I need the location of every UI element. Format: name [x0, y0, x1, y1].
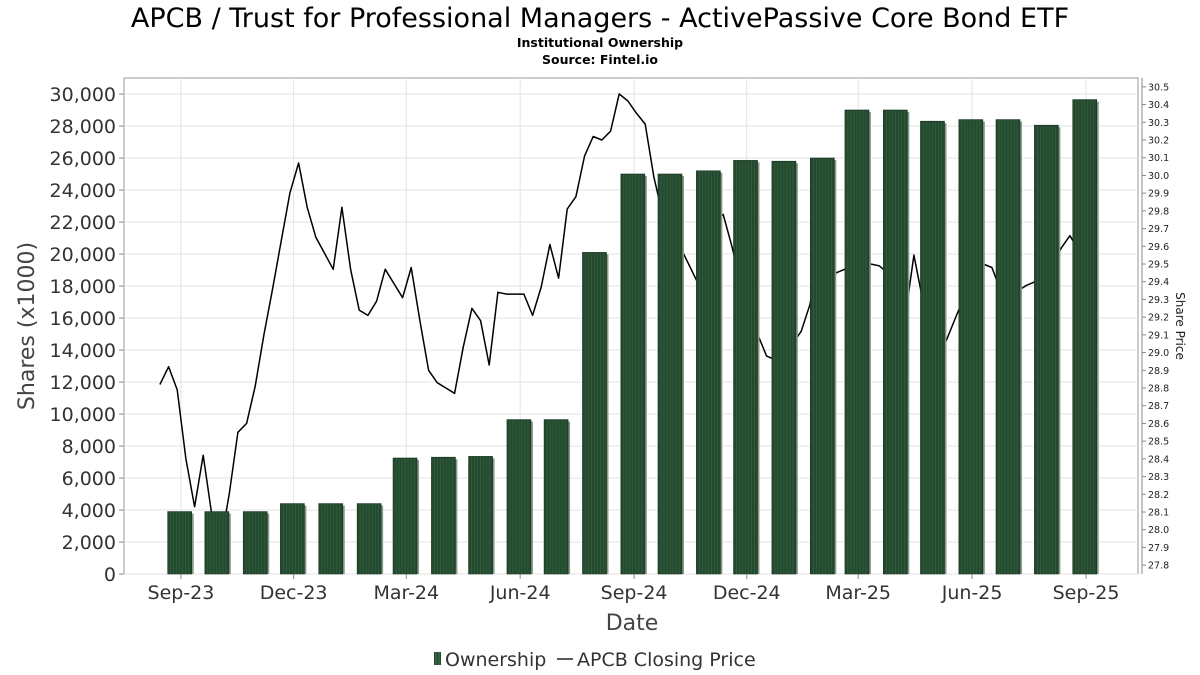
ownership-bar [1072, 99, 1099, 575]
y-right-tick-label: 29.8 [1148, 206, 1169, 217]
ownership-bar [958, 119, 985, 575]
ownership-bar [657, 173, 684, 575]
y-right-tick-label: 29.5 [1148, 260, 1169, 271]
y-right-tick-label: 28.5 [1148, 437, 1169, 448]
ownership-bar [280, 503, 307, 575]
y-right-tick-label: 29.0 [1148, 348, 1169, 359]
ownership-bar [995, 119, 1022, 575]
y-right-tick-label: 28.2 [1148, 490, 1169, 501]
y-tick-label: 28,000 [50, 116, 116, 138]
y-right-tick-label: 28.9 [1148, 366, 1169, 377]
ownership-bar [696, 170, 723, 575]
y-tick-label: 22,000 [50, 212, 116, 234]
y-tick-label: 8,000 [62, 436, 116, 458]
y-tick-label: 4,000 [62, 500, 116, 522]
y-tick-label: 12,000 [50, 372, 116, 394]
chart-subtitle: Institutional Ownership [517, 35, 683, 50]
x-axis: Sep-23 Dec-23 Mar-24 Jun-24 Sep-24 Dec-24 Mar-… [148, 574, 1120, 604]
chart-title: APCB / Trust for Professional Managers -… [131, 3, 1069, 34]
y-right-tick-label: 28.1 [1148, 508, 1169, 519]
y-right-tick-label: 30.4 [1148, 100, 1169, 111]
ownership-bar [582, 252, 609, 575]
ownership-bar [318, 503, 345, 575]
y-right-tick-label: 28.8 [1148, 384, 1169, 395]
y-right-tick-label: 30.3 [1148, 118, 1169, 129]
x-tick-label: Mar-25 [825, 582, 891, 604]
ownership-bar [543, 419, 571, 575]
y-right-tick-label: 28.4 [1148, 454, 1169, 465]
y-axis-right: 27.8 27.9 28.0 28.1 28.2 28.3 28.4 28.5 28.6 28.7… [1141, 78, 1169, 574]
ownership-bar [356, 503, 384, 575]
x-tick-label: Dec-23 [260, 582, 328, 604]
x-axis-title: Date [606, 611, 659, 636]
legend-price-label: APCB Closing Price [577, 649, 756, 671]
ownership-bar [506, 419, 533, 575]
ownership-bar [733, 160, 760, 575]
chart-source: Source: Fintel.io [542, 52, 658, 67]
ownership-bar [167, 511, 194, 575]
x-tick-label: Sep-23 [148, 582, 215, 604]
y-right-tick-label: 30.2 [1148, 136, 1169, 147]
y-right-tick-label: 27.9 [1148, 543, 1169, 554]
x-tick-label: Mar-24 [373, 582, 439, 604]
y-tick-label: 6,000 [62, 468, 116, 490]
y-right-tick-label: 30.0 [1148, 171, 1169, 182]
ownership-bar [844, 109, 871, 575]
x-tick-label: Sep-24 [601, 582, 668, 604]
ownership-bar [809, 157, 837, 575]
y-right-tick-label: 28.3 [1148, 472, 1169, 483]
y-tick-label: 24,000 [50, 180, 116, 202]
y-right-tick-label: 28.7 [1148, 401, 1169, 412]
y-axis-left: 0 2,000 4,000 6,000 8,000 10,000 12,000 14,000 1… [50, 84, 124, 586]
ownership-bar [431, 456, 458, 575]
y-tick-label: 0 [104, 564, 116, 586]
legend-ownership-swatch [434, 652, 441, 665]
y-right-tick-label: 29.2 [1148, 313, 1169, 324]
y-tick-label: 10,000 [50, 404, 116, 426]
y-right-tick-label: 30.1 [1148, 153, 1169, 164]
y-tick-label: 16,000 [50, 308, 116, 330]
ownership-bar [392, 457, 420, 575]
y-right-tick-label: 29.3 [1148, 295, 1169, 306]
y-tick-label: 14,000 [50, 340, 116, 362]
ownership-bar [920, 120, 947, 575]
y-axis-title: Shares (x1000) [15, 242, 40, 410]
y-tick-label: 20,000 [50, 244, 116, 266]
ownership-bar [620, 173, 647, 575]
legend-ownership-label: Ownership [445, 649, 546, 671]
y-axis-right-title: Share Price [1173, 292, 1187, 360]
y-right-tick-label: 28.6 [1148, 419, 1169, 430]
ownership-bar [883, 109, 910, 575]
x-tick-label: Sep-25 [1053, 582, 1120, 604]
ownership-bar [771, 160, 798, 575]
x-tick-label: Dec-24 [713, 582, 781, 604]
x-tick-label: Jun-25 [941, 582, 1003, 604]
x-tick-label: Jun-24 [489, 582, 551, 604]
ownership-bar [242, 511, 270, 575]
y-right-tick-label: 28.0 [1148, 525, 1169, 536]
y-right-tick-label: 29.6 [1148, 242, 1169, 253]
y-tick-label: 30,000 [50, 84, 116, 106]
ownership-bar [204, 511, 231, 575]
y-right-tick-label: 29.4 [1148, 277, 1169, 288]
y-right-tick-label: 27.8 [1148, 561, 1169, 572]
y-tick-label: 18,000 [50, 276, 116, 298]
y-right-tick-label: 29.9 [1148, 189, 1169, 200]
y-right-tick-label: 29.7 [1148, 224, 1169, 235]
legend: Ownership APCB Closing Price [434, 649, 756, 671]
y-tick-label: 2,000 [62, 532, 116, 554]
y-right-tick-label: 29.1 [1148, 330, 1169, 341]
ownership-bars [167, 99, 1099, 575]
ownership-bar [1034, 124, 1061, 575]
y-tick-label: 26,000 [50, 148, 116, 170]
ownership-bar [468, 456, 495, 575]
y-right-tick-label: 30.5 [1148, 82, 1169, 93]
